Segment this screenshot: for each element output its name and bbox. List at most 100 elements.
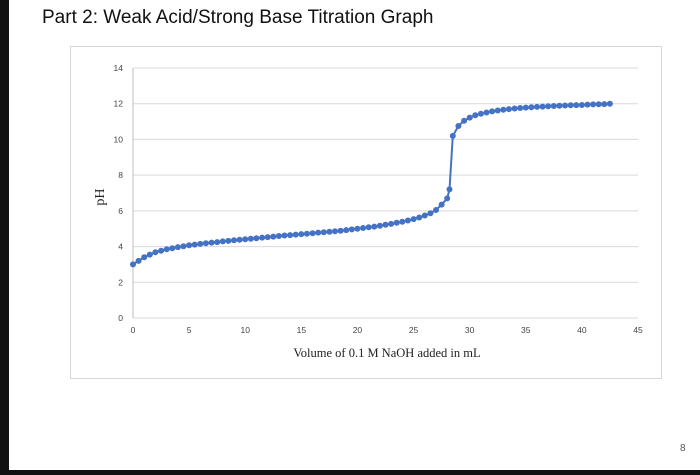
data-series (130, 100, 613, 268)
data-point (433, 207, 439, 213)
data-point (146, 251, 153, 258)
x-tick-label: 40 (577, 325, 587, 335)
data-point (264, 234, 271, 241)
data-point (130, 261, 136, 268)
data-point (511, 105, 518, 112)
data-point (281, 232, 288, 239)
data-point (343, 227, 350, 234)
data-point (202, 240, 209, 247)
y-axis-title: pH (93, 188, 108, 205)
y-tick-label: 10 (114, 134, 124, 144)
data-point (477, 110, 484, 117)
data-point (416, 214, 423, 221)
data-point (158, 247, 165, 254)
data-point (225, 237, 232, 244)
left-edge-bar (0, 0, 9, 475)
data-point (259, 234, 266, 241)
chart-frame: 0 2 4 6 8 10 12 14 0 5 10 15 20 25 30 35 40 45 Volume of… (70, 46, 662, 379)
data-point (303, 230, 310, 237)
y-axis-ticks: 0 2 4 6 8 10 12 14 (114, 63, 124, 323)
data-point (337, 227, 344, 234)
data-point (135, 257, 142, 264)
data-point (365, 224, 372, 231)
data-point (376, 222, 383, 229)
y-tick-label: 12 (114, 99, 124, 109)
page-number: 8 (680, 443, 686, 454)
y-tick-label: 14 (114, 63, 124, 73)
data-point (545, 103, 552, 110)
data-point (354, 225, 361, 232)
y-tick-label: 8 (118, 170, 123, 180)
data-point (573, 102, 580, 109)
data-point (180, 243, 187, 250)
data-point (446, 186, 453, 193)
y-tick-label: 6 (118, 206, 123, 216)
series-line (132, 102, 610, 266)
data-point (382, 221, 389, 228)
data-point (332, 228, 338, 235)
data-point (404, 217, 411, 224)
data-point (163, 246, 170, 253)
data-point (186, 242, 193, 249)
gridlines (132, 67, 638, 319)
data-point (219, 238, 226, 245)
data-point (472, 112, 479, 119)
data-point (247, 235, 254, 242)
data-point (505, 106, 512, 113)
data-point (584, 101, 591, 108)
data-point (534, 103, 540, 110)
titration-chart: 0 2 4 6 8 10 12 14 0 5 10 15 20 25 30 35 40 45 Volume of… (93, 63, 643, 360)
bottom-edge-bar (0, 470, 700, 475)
data-point (320, 229, 327, 236)
x-tick-label: 0 (131, 325, 136, 335)
data-point (550, 103, 557, 109)
data-point (590, 101, 597, 108)
data-point (528, 104, 535, 111)
data-point (197, 240, 204, 247)
data-point (315, 229, 322, 236)
data-point (309, 230, 316, 237)
data-point (522, 104, 529, 111)
y-tick-label: 2 (118, 277, 123, 287)
data-point (174, 244, 181, 251)
data-point (466, 114, 473, 121)
data-point (141, 254, 148, 261)
data-point (556, 102, 563, 109)
x-axis-title: Volume of 0.1 M NaOH added in mL (293, 346, 480, 360)
data-point (270, 233, 277, 240)
data-point (152, 249, 159, 256)
data-point (427, 210, 434, 217)
data-point (298, 231, 305, 238)
data-point (371, 223, 378, 230)
data-point (388, 220, 395, 227)
data-point (287, 232, 294, 239)
x-tick-label: 10 (240, 325, 250, 335)
data-point (326, 228, 333, 235)
data-point (275, 233, 282, 239)
page-title: Part 2: Weak Acid/Strong Base Titration … (42, 7, 434, 28)
data-point (348, 226, 355, 233)
x-axis-ticks: 0 5 10 15 20 25 30 35 40 45 (131, 325, 643, 335)
data-point (489, 108, 496, 115)
data-point (242, 236, 249, 243)
data-point (169, 245, 176, 252)
data-point (208, 239, 215, 246)
data-point (578, 102, 585, 108)
data-point (494, 107, 501, 114)
data-point (517, 105, 524, 111)
x-tick-label: 15 (297, 325, 307, 335)
y-tick-label: 0 (118, 313, 123, 323)
data-point (292, 231, 299, 238)
x-tick-label: 45 (633, 325, 643, 335)
data-point (438, 201, 445, 208)
data-point (562, 102, 569, 109)
data-point (483, 109, 490, 116)
data-point (360, 225, 367, 231)
data-point (399, 218, 406, 225)
data-point (595, 101, 602, 108)
x-tick-label: 25 (409, 325, 419, 335)
data-point (449, 132, 456, 139)
y-tick-label: 4 (118, 242, 123, 252)
data-point (393, 219, 400, 226)
data-point (500, 106, 507, 113)
